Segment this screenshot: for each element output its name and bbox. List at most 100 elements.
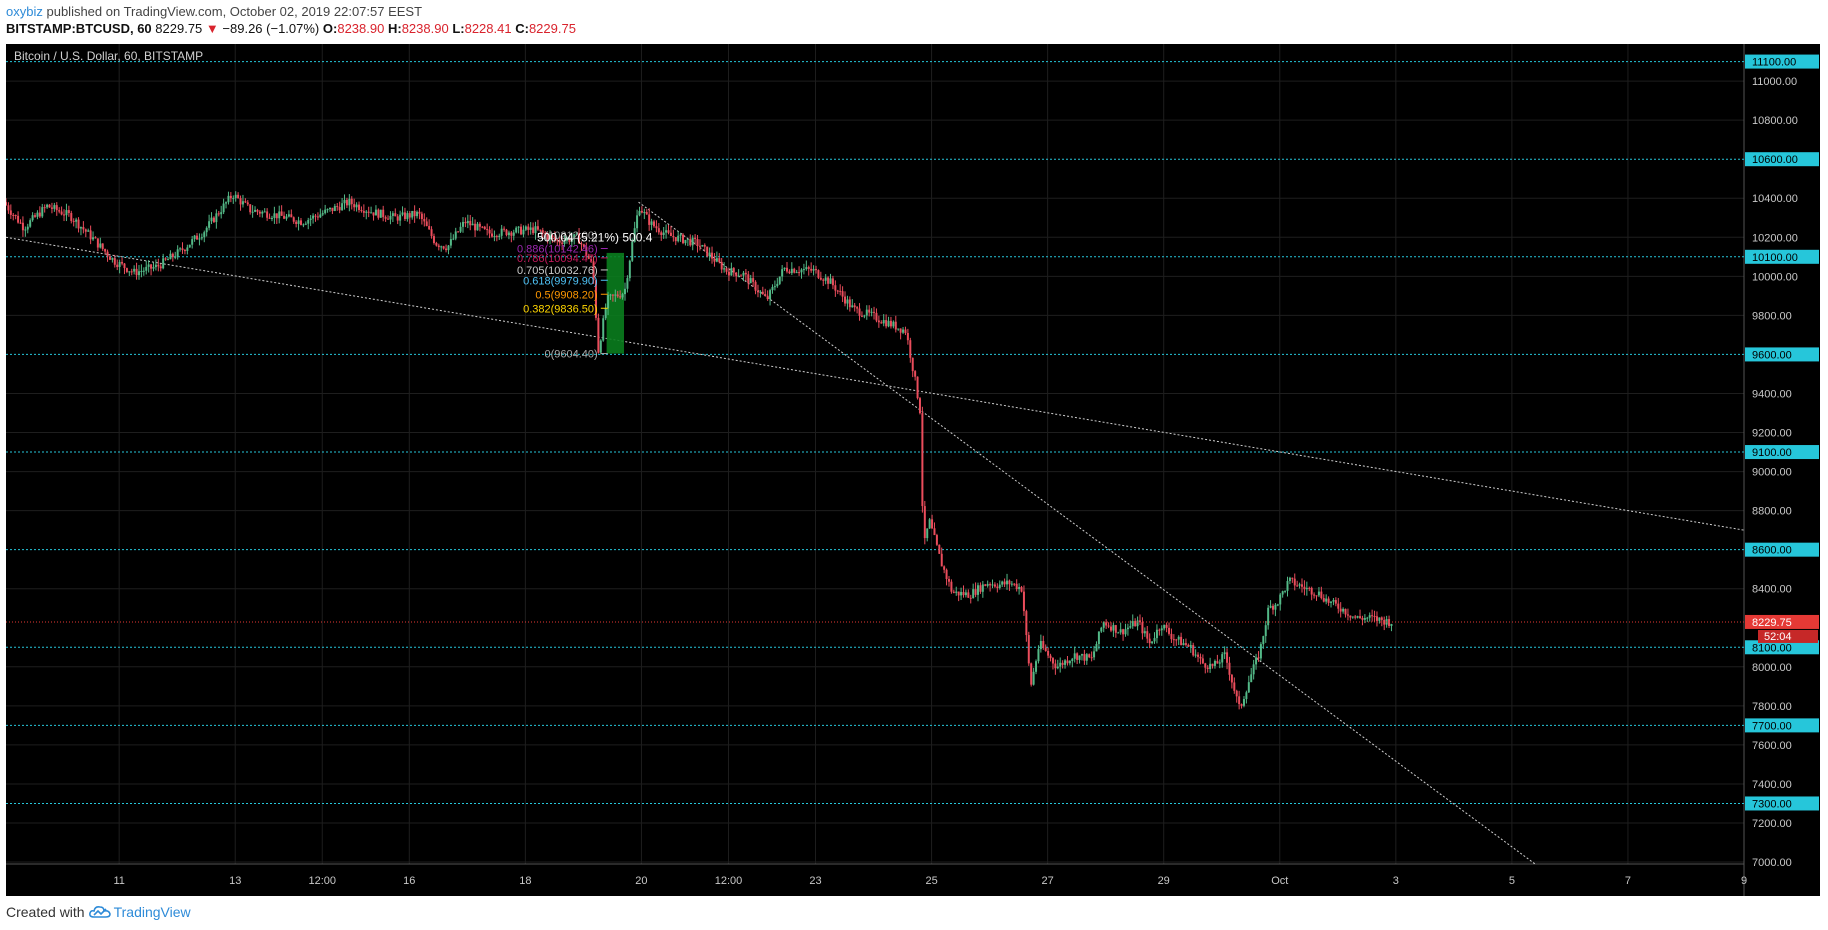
candle-body <box>58 210 61 212</box>
ohlc-legend: BITSTAMP:BTCUSD, 60 8229.75 ▼ −89.26 (−1… <box>6 21 576 36</box>
close-value: 8229.75 <box>528 21 576 36</box>
candle-body <box>1064 660 1067 665</box>
candle-body <box>1264 625 1267 637</box>
candle-body <box>788 271 791 274</box>
candle-body <box>836 290 839 292</box>
y-tick-label: 10800.00 <box>1752 115 1798 127</box>
candle-body <box>1366 617 1369 619</box>
fib-level-label: 0.5(9908.20) <box>535 289 597 301</box>
publish-info: oxybiz published on TradingView.com, Oct… <box>6 4 422 19</box>
candle-body <box>570 238 573 242</box>
candle-body <box>38 212 41 217</box>
low-label: L: <box>452 21 465 36</box>
candle-body <box>720 261 723 270</box>
candle-body <box>1375 616 1378 621</box>
candle-body <box>234 194 237 199</box>
candle-body <box>904 329 907 334</box>
candle-body <box>1097 631 1100 644</box>
candle-body <box>817 270 820 278</box>
candle-body <box>807 267 810 269</box>
candle-body <box>1008 580 1011 585</box>
candle-body <box>1332 600 1335 602</box>
candle-body <box>957 591 960 596</box>
candle-body <box>740 275 743 277</box>
candle-body <box>657 228 660 233</box>
trendline <box>6 236 1745 531</box>
candle-body <box>694 237 697 240</box>
candle-body <box>1119 629 1122 633</box>
trendline <box>638 201 1536 865</box>
candle-body <box>389 215 392 220</box>
candle-body <box>21 222 24 231</box>
footer: Created with TradingView <box>6 904 191 920</box>
candle-body <box>1305 587 1308 590</box>
candle-body <box>193 235 196 240</box>
candle-body <box>140 270 143 272</box>
candle-body <box>495 236 498 238</box>
level-label: 11100.00 <box>1752 57 1796 69</box>
candle-body <box>546 234 549 240</box>
candle-body <box>575 233 578 235</box>
candle-body <box>952 591 955 593</box>
candle-body <box>1090 657 1093 659</box>
candle-body <box>800 269 803 273</box>
candle-body <box>1071 658 1074 662</box>
candle-body <box>220 212 223 215</box>
candle-body <box>1351 616 1354 618</box>
candle-body <box>147 264 150 267</box>
candle-body <box>377 209 380 218</box>
price-chart[interactable]: Bitcoin / U.S. Dollar, 60, BITSTAMP 11000… <box>6 44 1820 896</box>
candle-body <box>287 214 290 217</box>
candle-body <box>1035 661 1038 672</box>
candle-body <box>1175 639 1178 641</box>
candle-body <box>1286 581 1289 591</box>
candle-body <box>1047 650 1050 656</box>
candle-body <box>108 256 111 260</box>
tradingview-link[interactable]: TradingView <box>88 904 191 920</box>
candle-body <box>553 236 556 240</box>
candle-body <box>396 216 399 221</box>
y-tick-label: 8000.00 <box>1752 662 1792 674</box>
candle-body <box>464 221 467 224</box>
candle-body <box>962 591 965 596</box>
level-label: 9600.00 <box>1752 349 1792 361</box>
candle-body <box>527 226 530 230</box>
candle-body <box>1153 638 1156 642</box>
candle-body <box>1051 658 1054 664</box>
candle-body <box>244 201 247 203</box>
candle-body <box>92 237 95 240</box>
chart-panel[interactable]: Bitcoin / U.S. Dollar, 60, BITSTAMP 11000… <box>6 44 1820 896</box>
candle-body <box>1122 629 1125 635</box>
candle-body <box>270 217 273 219</box>
candle-body <box>943 566 946 570</box>
candle-body <box>839 290 842 292</box>
candle-body <box>1148 638 1151 644</box>
candle-body <box>781 269 784 277</box>
candle-body <box>674 237 677 242</box>
x-tick-label: 11 <box>113 875 124 887</box>
candle-body <box>101 243 104 250</box>
candle-body <box>1298 584 1301 586</box>
candle-body <box>222 203 225 213</box>
candle-body <box>524 226 527 230</box>
candle-body <box>341 203 344 211</box>
candle-body <box>1238 696 1241 705</box>
candle-body <box>568 238 571 242</box>
candle-body <box>486 229 489 231</box>
candle-body <box>1322 598 1325 602</box>
candle-body <box>1320 591 1323 599</box>
candles <box>6 191 1393 710</box>
candle-body <box>312 215 315 219</box>
candle-body <box>1262 636 1265 645</box>
candle-body <box>1276 604 1279 606</box>
author-link[interactable]: oxybiz <box>6 4 43 19</box>
change-down-icon: ▼ <box>205 21 219 36</box>
candle-body <box>469 220 472 226</box>
candle-body <box>50 207 53 209</box>
candle-body <box>616 294 619 297</box>
candle-body <box>1301 584 1304 587</box>
level-tag <box>1745 640 1819 655</box>
fib-level-label: 0.382(9836.50) <box>523 303 598 315</box>
candle-body <box>754 281 757 291</box>
candle-body <box>208 221 211 228</box>
